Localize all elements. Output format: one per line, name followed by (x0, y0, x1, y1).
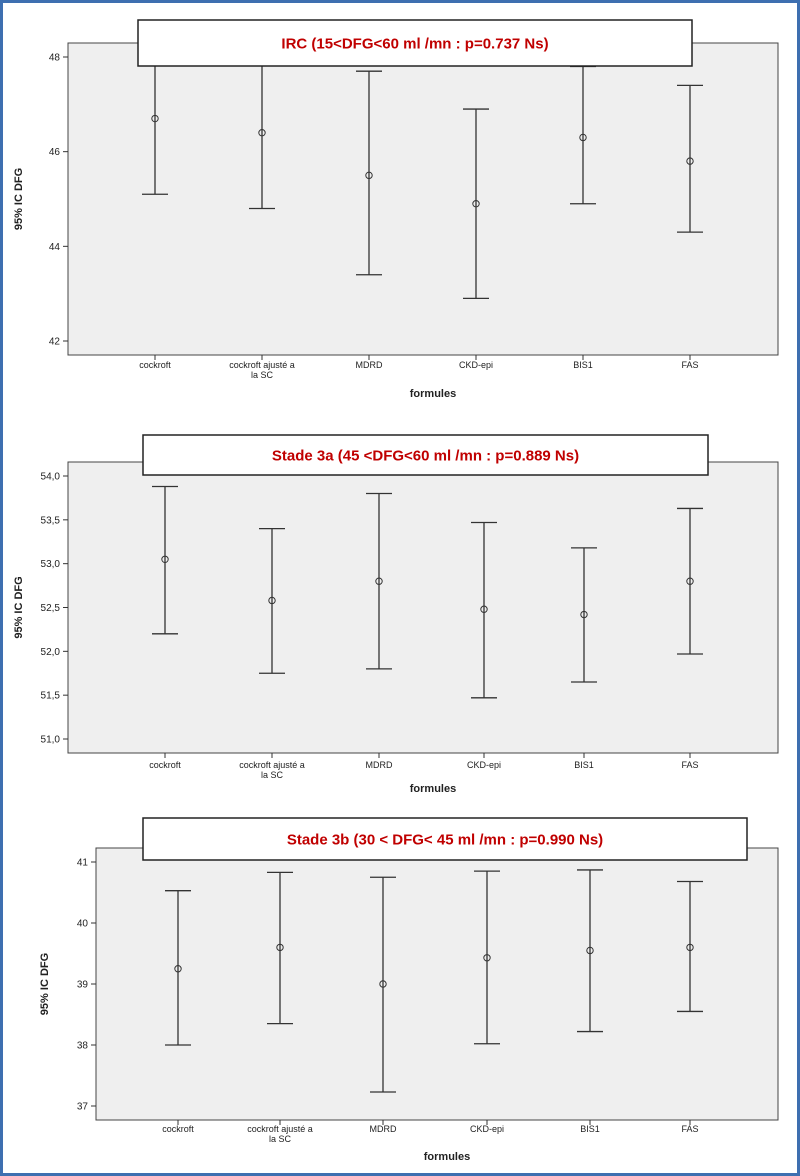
mean-marker (151, 114, 159, 123)
category-label: cockroft ajusté a (229, 360, 295, 370)
mean-marker (480, 605, 488, 613)
chart-3: 37 38 39 40 41 cockroft cockroft ajusté ala SC… (39, 817, 779, 1163)
mean-marker (472, 200, 480, 208)
mean-marker (161, 555, 169, 563)
mean-marker (686, 157, 694, 165)
y-tick-label: 53,5 (41, 515, 61, 526)
category-label: la SC (269, 1134, 292, 1144)
y-tick-label: 48 (49, 53, 61, 64)
chart-title: Stade 3a (45 <DFG<60 ml /mn : p=0.889 Ns… (272, 448, 579, 465)
mean-marker (686, 943, 694, 952)
mean-marker (580, 610, 588, 619)
mean-marker (365, 171, 373, 180)
mean-marker (686, 577, 694, 585)
y-tick-label: 54,0 (41, 472, 61, 483)
y-tick-label: 38 (77, 1041, 89, 1052)
category-label: cockroft ajusté a (247, 1124, 313, 1134)
category-label: cockroft (162, 1124, 194, 1134)
mean-marker (174, 965, 182, 973)
plot-area (95, 847, 779, 1121)
chart-title: IRC (15<DFG<60 ml /mn : p=0.737 Ns) (281, 36, 548, 53)
plot-area (67, 461, 779, 754)
chart-title: Stade 3b (30 < DFG< 45 ml /mn : p=0.990 … (287, 832, 603, 849)
y-tick-label: 51,5 (41, 691, 61, 702)
y-tick-label: 41 (77, 858, 89, 869)
category-label: FAS (681, 1124, 698, 1134)
mean-marker (586, 946, 594, 955)
category-label: CKD-epi (470, 1124, 504, 1134)
x-axis-title: formules (424, 1151, 470, 1163)
category-label: FAS (681, 760, 698, 770)
y-tick-label: 37 (77, 1102, 89, 1113)
chart-2: 51,0 51,5 52,0 52,5 53,0 53,5 54,0 cockroft cock… (13, 434, 779, 795)
category-label: CKD-epi (467, 760, 501, 770)
category-label: FAS (681, 360, 698, 370)
category-label: cockroft (139, 360, 171, 370)
title-box (142, 817, 748, 861)
category-label: CKD-epi (459, 360, 493, 370)
category-label: la SC (251, 370, 274, 380)
plot-area (67, 42, 779, 356)
category-label: BIS1 (573, 360, 593, 370)
mean-marker (379, 980, 387, 988)
category-label: cockroft ajusté a (239, 760, 305, 770)
y-tick-label: 52,5 (41, 603, 61, 614)
chart-1: 42 44 46 48 cockroft cockroft ajusté ala SC MD… (13, 19, 779, 400)
category-label: BIS1 (574, 760, 594, 770)
title-box (137, 19, 693, 67)
y-axis-title: 95% IC DFG (39, 953, 51, 1015)
category-label: BIS1 (580, 1124, 600, 1134)
title-box (142, 434, 709, 476)
mean-marker (579, 133, 587, 142)
y-tick-label: 52,0 (41, 647, 61, 658)
mean-marker (483, 954, 491, 962)
y-tick-label: 39 (77, 980, 89, 991)
y-axis-title: 95% IC DFG (13, 576, 25, 638)
category-label: MDRD (356, 360, 383, 370)
y-tick-label: 46 (49, 147, 61, 158)
category-label: cockroft (149, 760, 181, 770)
y-tick-label: 40 (77, 919, 89, 930)
y-tick-label: 51,0 (41, 735, 61, 746)
mean-marker (276, 943, 284, 952)
category-label: la SC (261, 770, 284, 780)
y-tick-label: 53,0 (41, 559, 61, 570)
category-label: MDRD (366, 760, 393, 770)
x-axis-title: formules (410, 783, 456, 795)
mean-marker (268, 596, 276, 605)
x-axis-title: formules (410, 388, 456, 400)
category-label: MDRD (370, 1124, 397, 1134)
y-tick-label: 44 (49, 242, 61, 253)
y-tick-label: 42 (49, 337, 61, 348)
mean-marker (375, 577, 383, 585)
mean-marker (258, 129, 266, 137)
y-axis-title: 95% IC DFG (13, 168, 25, 230)
